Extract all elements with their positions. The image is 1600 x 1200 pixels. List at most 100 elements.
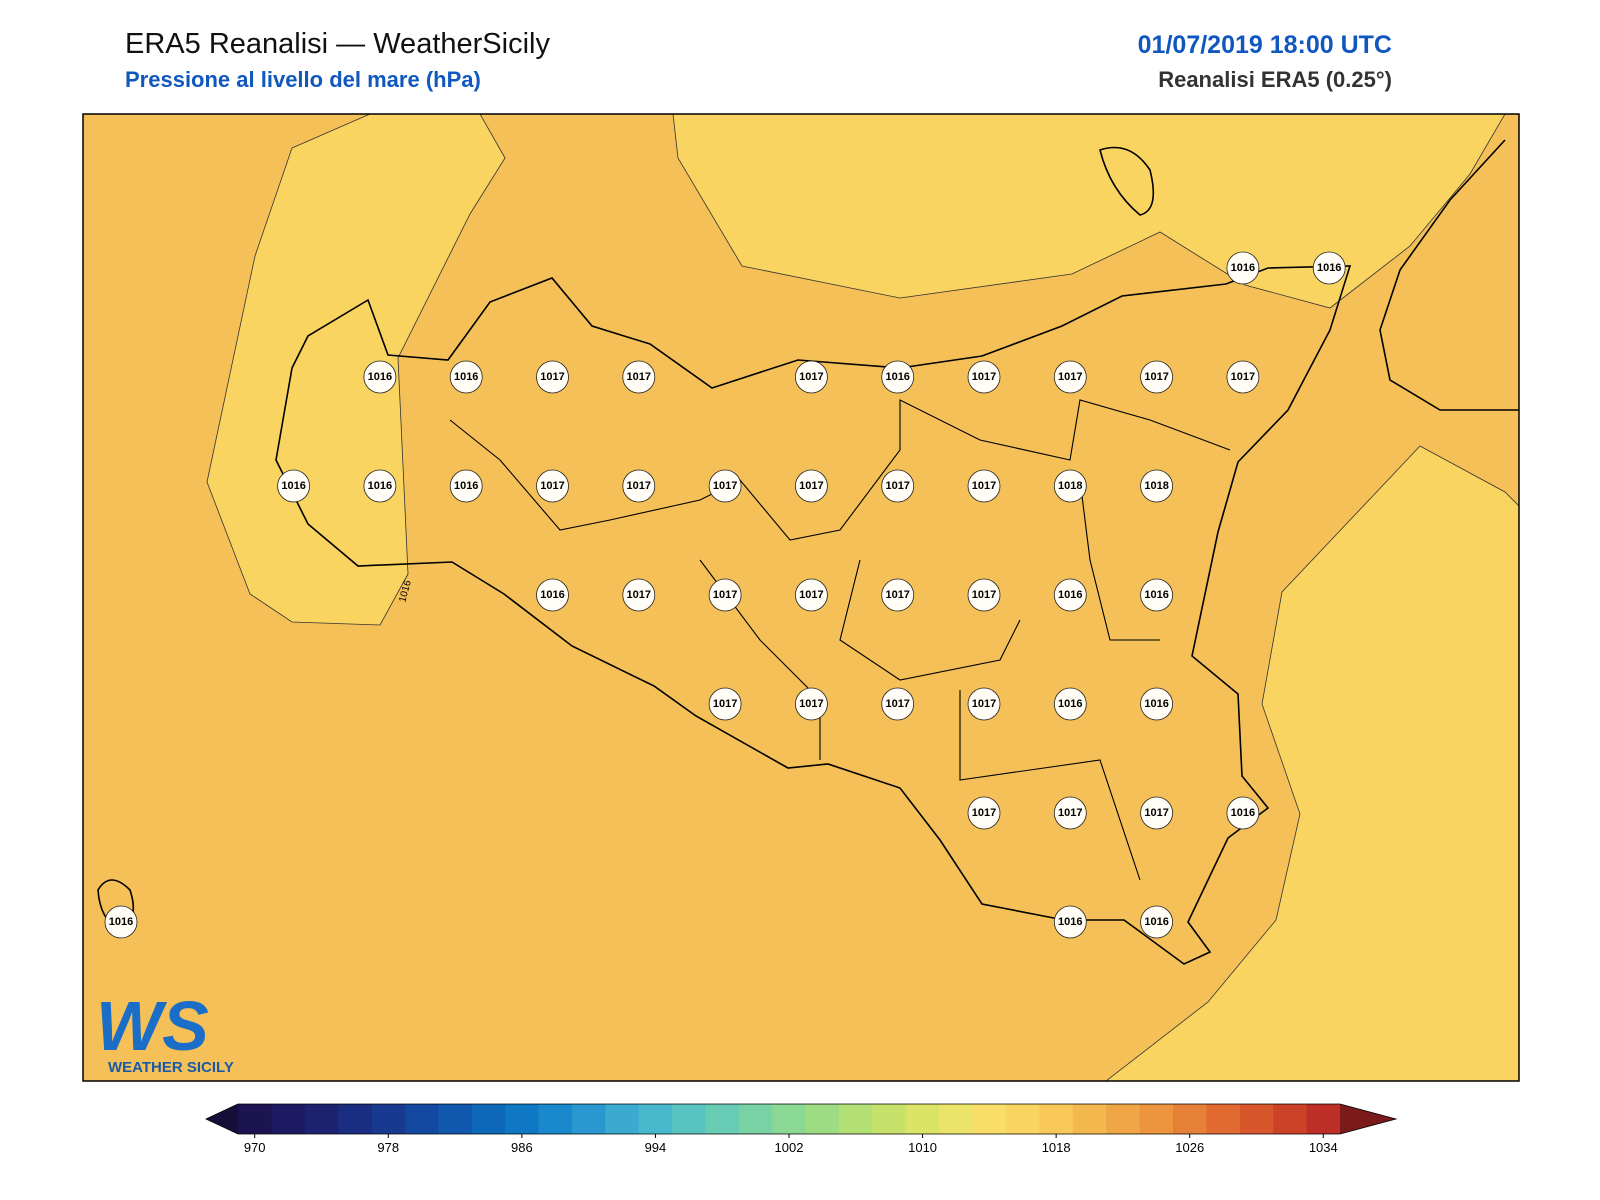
station: 1018: [1140, 469, 1173, 503]
station-marker: [967, 796, 1001, 830]
map: 1016 1016 1016 1016 1016 1017 1017 1017 1016 101…: [82, 113, 1520, 1082]
station: 1016: [104, 905, 138, 939]
colorbar-bin: [304, 1104, 339, 1134]
station-marker: [1312, 251, 1346, 285]
station-marker: [967, 578, 1001, 612]
datetime: 01/07/2019 18:00 UTC: [1138, 31, 1392, 59]
station-value: 1017: [713, 698, 737, 710]
colorbar-bin: [839, 1104, 873, 1134]
station-value: 1016: [1058, 589, 1082, 601]
station-value: 1016: [1058, 916, 1082, 928]
station: 1016: [881, 360, 915, 394]
station-marker: [622, 360, 656, 394]
station-value: 1016: [368, 480, 392, 492]
station: 1016: [449, 360, 483, 394]
colorbar-tick-label: 994: [645, 1140, 667, 1155]
colorbar-bin: [872, 1104, 907, 1134]
station-marker: [1140, 905, 1173, 939]
island: [1099, 146, 1155, 216]
colorbar-bin: [471, 1104, 506, 1134]
colorbar-bin: [738, 1104, 773, 1134]
colorbar-bin: [238, 1104, 272, 1134]
station-marker: [967, 469, 1001, 503]
station-marker: [622, 578, 656, 612]
province-border: [449, 399, 1231, 541]
station: 1017: [708, 687, 742, 721]
station-value: 1017: [799, 589, 823, 601]
station: 1017: [967, 687, 1001, 721]
station-marker: [795, 360, 828, 394]
colorbar-bin: [438, 1104, 473, 1134]
station-value: 1016: [1231, 262, 1255, 274]
station: 1017: [622, 469, 656, 503]
station-marker: [536, 360, 569, 394]
colorbar: 970 978 986 994 1002 1010 1018 1026 1034: [205, 1103, 1398, 1155]
station: 1017: [1226, 360, 1260, 394]
coastline: [1379, 139, 1519, 411]
station-marker: [795, 578, 828, 612]
station-value: 1017: [1231, 371, 1255, 383]
station-marker: [536, 469, 569, 503]
station-value: 1017: [1144, 807, 1168, 819]
station-value: 1017: [972, 589, 996, 601]
station: 1016: [363, 469, 397, 503]
station-marker: [1053, 796, 1087, 830]
colorbar-bin: [505, 1104, 540, 1134]
station: 1016: [1140, 578, 1173, 612]
colorbar-tick-label: 970: [244, 1140, 266, 1155]
station: 1017: [795, 578, 828, 612]
station: 1017: [881, 469, 915, 503]
station-value: 1017: [972, 698, 996, 710]
station: 1016: [1312, 251, 1346, 285]
colorbar-bin: [672, 1104, 707, 1134]
station: 1017: [1140, 360, 1173, 394]
station-marker: [277, 469, 311, 503]
station-value: 1017: [972, 480, 996, 492]
station: 1016: [1053, 687, 1087, 721]
colorbar-frame: [205, 1103, 1398, 1135]
station: 1018: [1053, 469, 1087, 503]
station-value: 1016: [281, 480, 305, 492]
station-marker: [1053, 905, 1087, 939]
station-marker: [708, 469, 742, 503]
station: 1017: [536, 469, 569, 503]
station-value: 1017: [799, 698, 823, 710]
station-value: 1018: [1144, 480, 1168, 492]
colorbar-tick-label: 1034: [1309, 1140, 1338, 1155]
station-value: 1016: [1317, 262, 1341, 274]
station-value: 1017: [885, 589, 909, 601]
station-marker: [104, 905, 138, 939]
station: 1017: [795, 687, 828, 721]
station: 1017: [967, 469, 1001, 503]
station-value: 1017: [540, 371, 564, 383]
station: 1017: [967, 360, 1001, 394]
colorbar-bin: [1039, 1104, 1074, 1134]
colorbar-bin: [371, 1104, 406, 1134]
colorbar-tick-label: 986: [511, 1140, 533, 1155]
station-value: 1017: [799, 480, 823, 492]
station: 1016: [1226, 796, 1260, 830]
station-marker: [1140, 687, 1173, 721]
coastline: [275, 265, 1352, 965]
station-value: 1017: [627, 589, 651, 601]
pressure-region: [672, 114, 1506, 309]
station-marker: [363, 360, 397, 394]
station: 1017: [967, 796, 1001, 830]
colorbar-bin: [939, 1104, 974, 1134]
station-marker: [622, 469, 656, 503]
province-border: [699, 479, 1160, 881]
station-value: 1016: [454, 371, 478, 383]
station-marker: [1053, 578, 1087, 612]
station-marker: [967, 360, 1001, 394]
station-marker: [1140, 469, 1173, 503]
station-marker: [881, 687, 915, 721]
pressure-region: [206, 114, 506, 626]
station-value: 1017: [627, 371, 651, 383]
station: 1016: [1226, 251, 1260, 285]
station-marker: [1226, 360, 1260, 394]
station: 1017: [967, 578, 1001, 612]
station-value: 1017: [627, 480, 651, 492]
station-value: 1016: [1058, 698, 1082, 710]
station-marker: [1140, 796, 1173, 830]
station: 1017: [536, 360, 569, 394]
